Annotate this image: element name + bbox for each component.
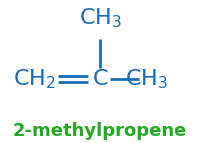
Text: 2-methylpropene: 2-methylpropene	[13, 122, 187, 140]
Text: $\mathregular{CH_2}$: $\mathregular{CH_2}$	[13, 67, 56, 91]
Text: $\mathregular{C}$: $\mathregular{C}$	[92, 69, 108, 89]
Text: $\mathregular{CH_3}$: $\mathregular{CH_3}$	[125, 67, 168, 91]
Text: $\mathregular{CH_3}$: $\mathregular{CH_3}$	[79, 6, 121, 30]
